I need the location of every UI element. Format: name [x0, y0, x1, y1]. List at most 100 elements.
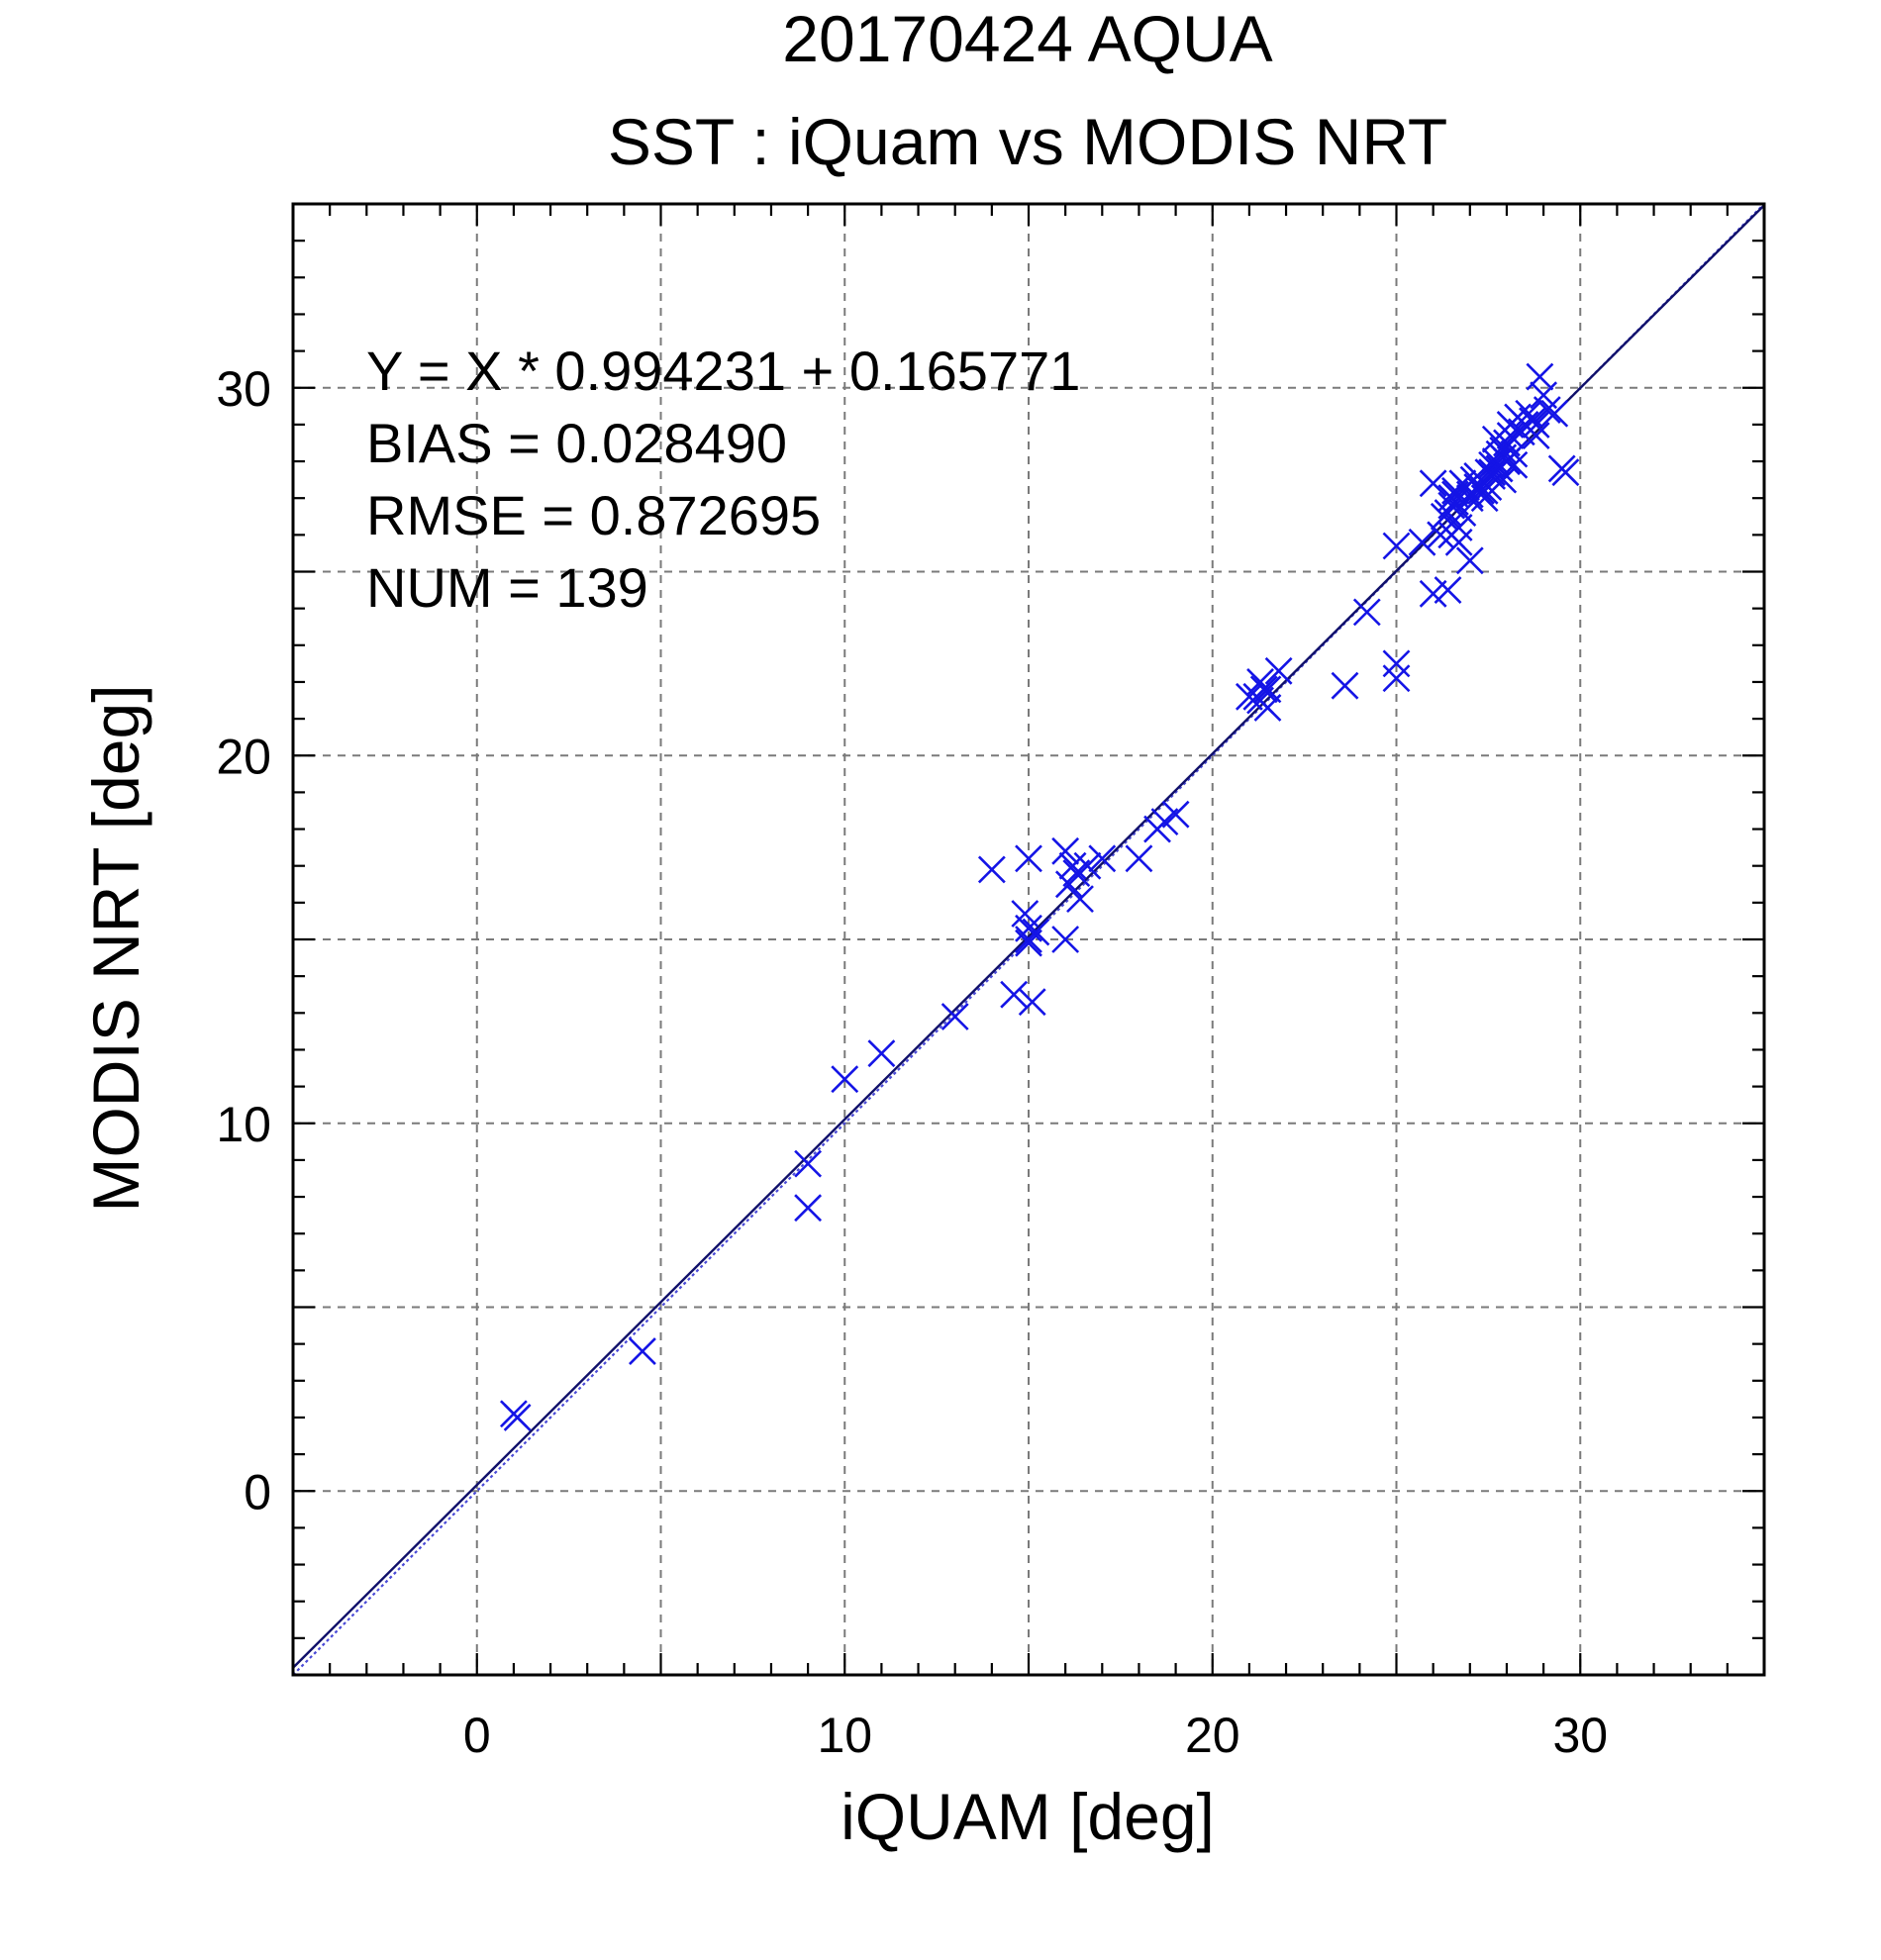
y-tick-label: 30	[216, 361, 271, 417]
data-point-marker	[629, 1337, 656, 1365]
data-point-marker	[1533, 396, 1561, 424]
marker-stroke	[1088, 844, 1117, 873]
axis-ticks	[291, 202, 1766, 1677]
data-point-marker	[1470, 476, 1499, 505]
data-point-marker	[1478, 458, 1507, 487]
marker-stroke	[1066, 885, 1094, 914]
x-axis-title: iQUAM [deg]	[841, 1780, 1215, 1853]
marker-stroke	[1249, 675, 1278, 704]
data-point-marker	[1434, 576, 1462, 604]
y-tick-label: 0	[244, 1464, 271, 1519]
marker-stroke	[1489, 465, 1518, 494]
data-point-marker	[1125, 844, 1153, 873]
chart-subtitle: SST : iQuam vs MODIS NRT	[608, 105, 1447, 178]
chart-title: 20170424 AQUA	[782, 2, 1272, 75]
data-point-marker	[1437, 521, 1466, 549]
marker-stroke	[867, 1039, 896, 1068]
marker-stroke	[1051, 926, 1080, 953]
grid-lines	[293, 204, 1764, 1675]
marker-stroke	[1533, 396, 1561, 424]
marker-stroke	[1470, 476, 1499, 505]
data-point-marker	[503, 1404, 532, 1431]
data-point-marker	[1249, 675, 1278, 704]
data-point-marker	[1427, 521, 1454, 549]
stats-line-num: NUM = 139	[366, 556, 648, 619]
marker-stroke	[1125, 844, 1153, 873]
marker-stroke	[1515, 399, 1543, 428]
marker-stroke	[1235, 682, 1263, 711]
data-point-marker	[1058, 851, 1087, 880]
marker-stroke	[1331, 671, 1359, 700]
marker-stroke	[503, 1404, 532, 1431]
data-point-marker	[1382, 649, 1411, 678]
data-point-marker	[794, 1194, 823, 1223]
marker-stroke	[1253, 675, 1282, 704]
y-axis-title: MODIS NRT [deg]	[79, 684, 152, 1212]
x-tick-label: 10	[817, 1708, 872, 1763]
marker-stroke	[1419, 469, 1447, 498]
data-point-marker	[1522, 410, 1550, 439]
marker-stroke	[1500, 450, 1529, 479]
marker-stroke	[1408, 528, 1436, 556]
data-point-marker	[1264, 656, 1293, 685]
marker-stroke	[1455, 546, 1484, 575]
y-tick-label: 10	[216, 1097, 271, 1152]
marker-stroke	[1073, 851, 1102, 880]
marker-stroke	[1437, 521, 1466, 549]
data-point-marker	[831, 1065, 859, 1094]
data-point-marker	[1073, 851, 1102, 880]
marker-stroke	[794, 1194, 823, 1223]
marker-stroke	[1478, 458, 1507, 487]
y-tick-label: 20	[216, 729, 271, 784]
marker-stroke	[1530, 381, 1558, 410]
data-point-marker	[1455, 546, 1484, 575]
data-point-marker	[1051, 836, 1080, 865]
data-point-marker	[1352, 598, 1381, 627]
marker-stroke	[1000, 980, 1029, 1009]
marker-stroke	[1382, 649, 1411, 678]
marker-stroke	[1382, 532, 1411, 560]
marker-stroke	[1015, 844, 1042, 873]
data-point-marker	[1522, 422, 1550, 449]
marker-stroke	[1015, 914, 1042, 942]
data-point-marker	[1500, 450, 1529, 479]
data-point-marker	[1331, 671, 1359, 700]
marker-stroke	[1526, 362, 1554, 391]
stats-line-bias: BIAS = 0.028490	[366, 412, 787, 474]
data-point-marker	[1441, 487, 1469, 516]
marker-stroke	[940, 1003, 969, 1030]
marker-stroke	[1522, 410, 1550, 439]
marker-stroke	[1011, 900, 1040, 928]
data-point-marker	[1526, 362, 1554, 391]
data-point-marker	[1547, 454, 1576, 483]
marker-stroke	[794, 1149, 823, 1178]
marker-stroke	[1015, 929, 1042, 957]
marker-stroke	[1058, 851, 1087, 880]
data-point-marker	[1540, 399, 1569, 428]
data-point-marker	[1419, 469, 1447, 498]
marker-stroke	[1051, 836, 1080, 865]
marker-stroke	[1427, 521, 1454, 549]
data-point-marker	[1408, 528, 1436, 556]
marker-stroke	[1441, 487, 1469, 516]
data-point-marker	[1253, 675, 1282, 704]
data-point-marker	[1000, 980, 1029, 1009]
plot-frame	[291, 202, 1766, 1677]
stats-line-equation: Y = X * 0.994231 + 0.165771	[366, 340, 1080, 402]
data-point-marker	[1161, 800, 1190, 829]
stats-line-rmse: RMSE = 0.872695	[366, 484, 821, 546]
marker-stroke	[1522, 422, 1550, 449]
marker-stroke	[1540, 399, 1569, 428]
marker-stroke	[1448, 499, 1477, 527]
data-point-marker	[1066, 885, 1094, 914]
x-tick-label: 30	[1552, 1708, 1608, 1763]
data-point-marker	[794, 1149, 823, 1178]
marker-stroke	[1264, 656, 1293, 685]
data-point-marker	[1235, 682, 1263, 711]
marker-stroke	[831, 1065, 859, 1094]
data-point-marker	[1051, 926, 1080, 953]
data-point-marker	[1382, 664, 1411, 693]
data-point-marker	[1015, 844, 1042, 873]
data-point-marker	[867, 1039, 896, 1068]
